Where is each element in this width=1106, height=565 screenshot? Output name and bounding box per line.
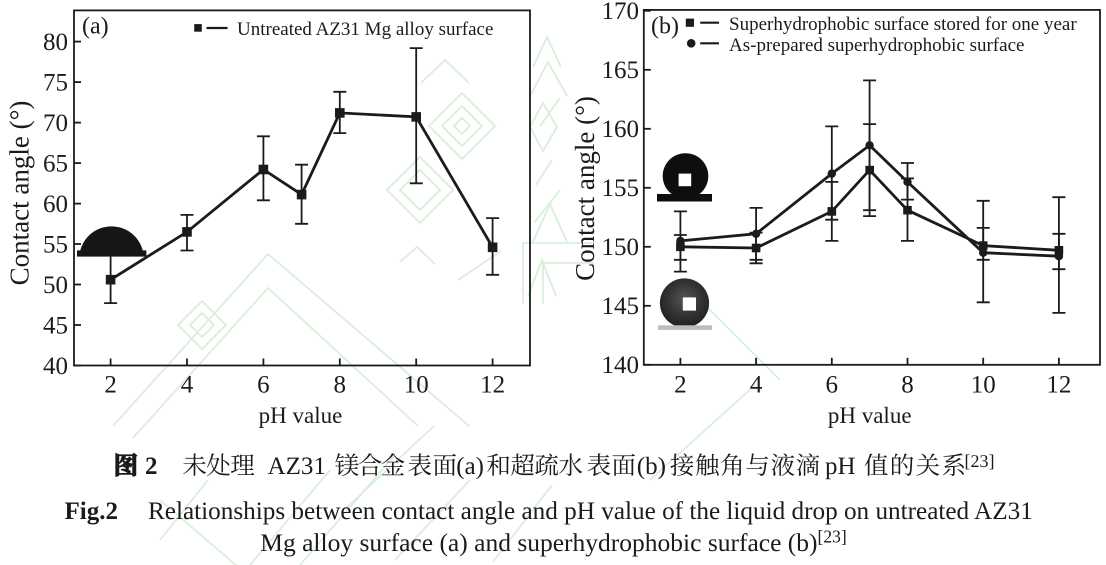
svg-text:170: 170	[602, 0, 640, 25]
svg-text:Contact angle (°): Contact angle (°)	[5, 101, 35, 286]
svg-text:Contact angle (°): Contact angle (°)	[570, 96, 600, 281]
svg-text:As-prepared superhydrophobic s: As-prepared superhydrophobic surface	[729, 35, 1024, 56]
svg-text:(a): (a)	[82, 14, 109, 40]
svg-text:Mg alloy surface (a) and super: Mg alloy surface (a) and superhydrophobi…	[260, 527, 846, 558]
svg-text:pH value: pH value	[828, 403, 912, 428]
svg-text:40: 40	[43, 353, 68, 380]
svg-text:150: 150	[602, 234, 640, 261]
svg-text:10: 10	[971, 371, 996, 398]
svg-text:50: 50	[43, 272, 68, 299]
svg-text:4: 4	[750, 371, 763, 398]
svg-text:60: 60	[43, 191, 68, 218]
svg-text:12: 12	[1046, 371, 1071, 398]
svg-text:55: 55	[43, 231, 68, 258]
svg-text:4: 4	[181, 371, 194, 398]
svg-text:10: 10	[404, 371, 429, 398]
svg-text:45: 45	[43, 312, 68, 339]
svg-text:65: 65	[43, 150, 68, 177]
svg-text:75: 75	[43, 69, 68, 96]
svg-text:145: 145	[602, 293, 640, 320]
svg-text:pH value: pH value	[259, 403, 343, 428]
svg-text:70: 70	[43, 110, 68, 137]
svg-text:Superhydrophobic surface store: Superhydrophobic surface stored for one …	[729, 14, 1077, 35]
svg-text:165: 165	[602, 57, 640, 84]
svg-text:Untreated AZ31 Mg alloy surfac: Untreated AZ31 Mg alloy surface	[237, 19, 493, 40]
svg-text:155: 155	[602, 175, 640, 202]
svg-text:8: 8	[334, 371, 347, 398]
svg-text:6: 6	[257, 371, 270, 398]
svg-text:(b): (b)	[651, 14, 679, 40]
svg-text:140: 140	[602, 352, 640, 379]
svg-text:80: 80	[43, 29, 68, 56]
svg-text:160: 160	[602, 116, 640, 143]
svg-text:2: 2	[674, 371, 687, 398]
svg-text:6: 6	[826, 371, 839, 398]
svg-text:8: 8	[901, 371, 914, 398]
svg-text:12: 12	[480, 371, 505, 398]
svg-text:2: 2	[104, 371, 117, 398]
